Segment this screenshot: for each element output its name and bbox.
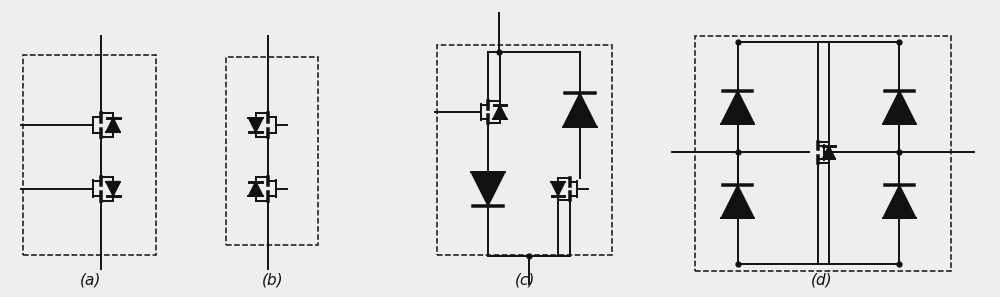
Polygon shape xyxy=(471,172,505,206)
Bar xyxy=(437,45,612,255)
Polygon shape xyxy=(721,185,754,218)
Text: (a): (a) xyxy=(80,272,101,287)
Polygon shape xyxy=(493,105,507,119)
Polygon shape xyxy=(106,118,120,132)
Bar xyxy=(226,57,318,244)
Polygon shape xyxy=(248,181,263,196)
Bar xyxy=(695,36,951,271)
Polygon shape xyxy=(883,185,916,218)
Polygon shape xyxy=(822,146,835,159)
Polygon shape xyxy=(721,91,754,124)
Polygon shape xyxy=(551,182,565,196)
Bar xyxy=(23,56,156,255)
Polygon shape xyxy=(248,118,263,132)
Polygon shape xyxy=(883,91,916,124)
Text: (c): (c) xyxy=(515,272,535,287)
Text: (d): (d) xyxy=(811,272,832,287)
Polygon shape xyxy=(563,93,597,127)
Text: (b): (b) xyxy=(262,272,283,287)
Polygon shape xyxy=(106,181,120,196)
